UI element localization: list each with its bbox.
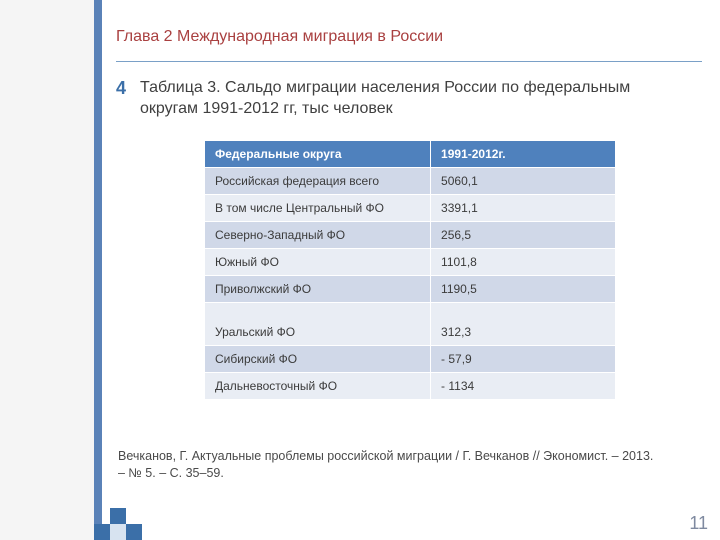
table-row: Сибирский ФО- 57,9 (205, 345, 616, 372)
cell-value: 312,3 (431, 302, 616, 345)
cell-value: 3391,1 (431, 194, 616, 221)
table-row: Российская федерация всего5060,1 (205, 167, 616, 194)
cell-region: Дальневосточный ФО (205, 372, 431, 399)
cell-value: 256,5 (431, 221, 616, 248)
accent-strip (94, 0, 102, 540)
cell-region: Уральский ФО (205, 302, 431, 345)
bullet-number: 4 (116, 78, 126, 120)
table-row: Уральский ФО312,3 (205, 302, 616, 345)
migration-table: Федеральные округа 1991-2012г. Российска… (204, 140, 616, 400)
col-header-period: 1991-2012г. (431, 140, 616, 167)
cell-region: Южный ФО (205, 248, 431, 275)
table-row: Северно-Западный ФО256,5 (205, 221, 616, 248)
chapter-title: Глава 2 Международная миграция в России (116, 28, 443, 46)
cell-region: Российская федерация всего (205, 167, 431, 194)
cell-region: Северно-Западный ФО (205, 221, 431, 248)
cell-region: Сибирский ФО (205, 345, 431, 372)
cell-value: 1101,8 (431, 248, 616, 275)
cell-value: - 1134 (431, 372, 616, 399)
table-row: Дальневосточный ФО- 1134 (205, 372, 616, 399)
slide-body: 4 Таблица 3. Сальдо миграции населения Р… (116, 78, 696, 400)
table-row: Южный ФО1101,8 (205, 248, 616, 275)
table-row: Приволжский ФО1190,5 (205, 275, 616, 302)
table-caption: Таблица 3. Сальдо миграции населения Рос… (140, 78, 640, 120)
cell-value: - 57,9 (431, 345, 616, 372)
col-header-region: Федеральные округа (205, 140, 431, 167)
caption-row: 4 Таблица 3. Сальдо миграции населения Р… (116, 78, 696, 120)
table-header-row: Федеральные округа 1991-2012г. (205, 140, 616, 167)
cell-region: Приволжский ФО (205, 275, 431, 302)
corner-boxes-icon (94, 508, 150, 540)
cell-value: 5060,1 (431, 167, 616, 194)
table-row: В том числе Центральный ФО3391,1 (205, 194, 616, 221)
title-band: Глава 2 Международная миграция в России (94, 0, 720, 62)
cell-value: 1190,5 (431, 275, 616, 302)
cell-region: В том числе Центральный ФО (205, 194, 431, 221)
page-number: 11 (689, 513, 708, 534)
citation: Вечканов, Г. Актуальные проблемы российс… (118, 448, 658, 482)
